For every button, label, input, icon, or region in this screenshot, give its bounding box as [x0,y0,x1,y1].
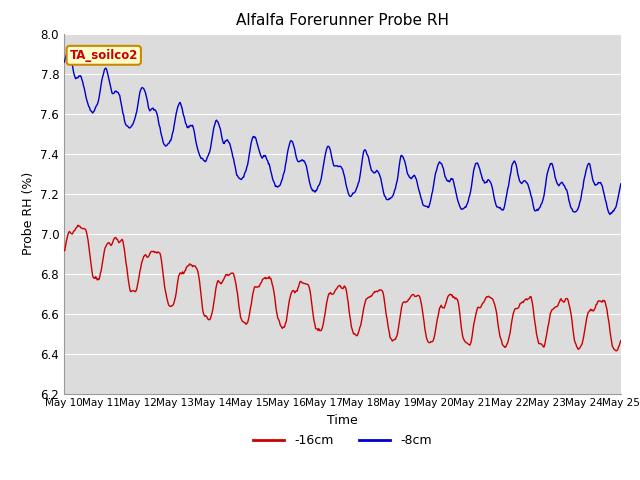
X-axis label: Time: Time [327,414,358,427]
Legend: -16cm, -8cm: -16cm, -8cm [248,429,436,452]
Text: TA_soilco2: TA_soilco2 [70,49,138,62]
Title: Alfalfa Forerunner Probe RH: Alfalfa Forerunner Probe RH [236,13,449,28]
Y-axis label: Probe RH (%): Probe RH (%) [22,172,35,255]
